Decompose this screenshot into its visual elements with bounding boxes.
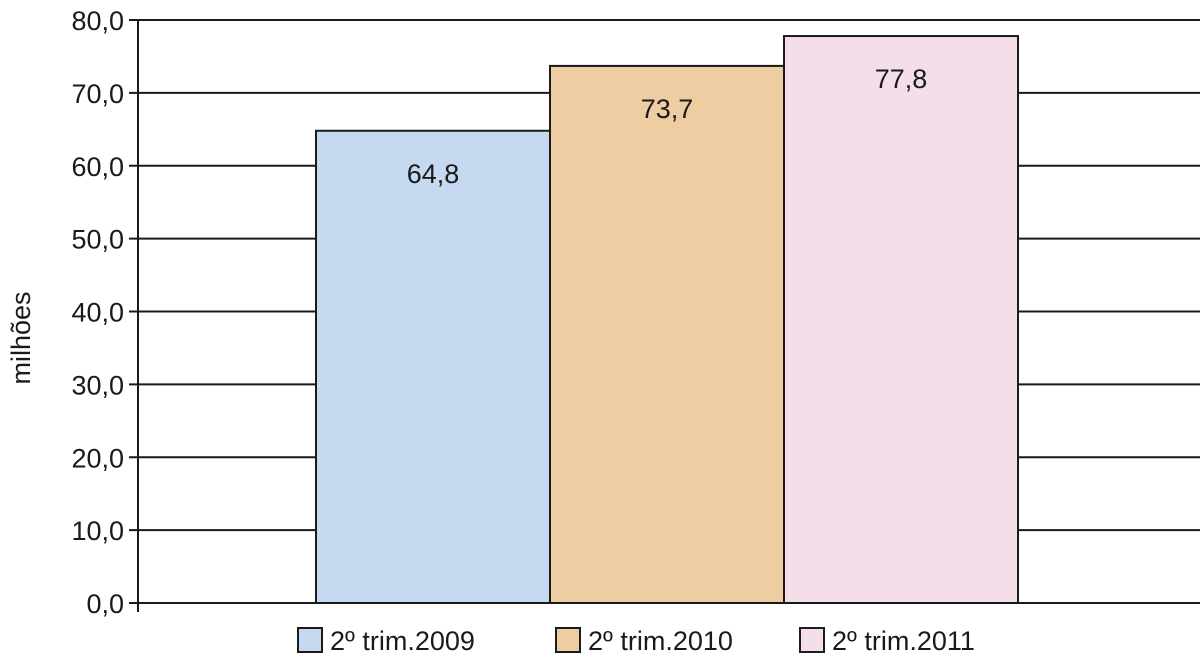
legend-swatch — [555, 627, 581, 653]
y-axis-label: milhões — [6, 291, 36, 384]
y-tick-label: 60,0 — [71, 152, 124, 182]
y-tick-label: 80,0 — [71, 6, 124, 36]
data-labels: 64,8 73,7 77,8 — [407, 64, 928, 189]
y-axis: 0,0 10,0 20,0 30,0 40,0 50,0 60,0 70,0 80,0 — [71, 6, 1200, 619]
y-tick-label: 40,0 — [71, 298, 124, 328]
legend: 2º trim.2009 2º trim.2010 2º trim.2011 — [297, 626, 975, 656]
data-label: 73,7 — [641, 94, 694, 124]
data-label: 64,8 — [407, 159, 460, 189]
legend-label: 2º trim.2009 — [330, 626, 475, 656]
y-tick-label: 10,0 — [71, 516, 124, 546]
y-tick-label: 20,0 — [71, 443, 124, 473]
bar — [549, 64, 785, 604]
y-tick-label: 50,0 — [71, 225, 124, 255]
y-tick-label: 30,0 — [71, 370, 124, 400]
bar — [315, 129, 551, 605]
data-label: 77,8 — [875, 64, 928, 94]
legend-label: 2º trim.2011 — [832, 626, 975, 656]
bar — [783, 35, 1019, 605]
legend-swatch — [799, 627, 825, 653]
legend-label: 2º trim.2010 — [588, 626, 733, 656]
y-tick-label: 70,0 — [71, 79, 124, 109]
legend-swatch — [297, 627, 323, 653]
y-tick-label: 0,0 — [86, 589, 124, 619]
bars — [315, 35, 1019, 605]
